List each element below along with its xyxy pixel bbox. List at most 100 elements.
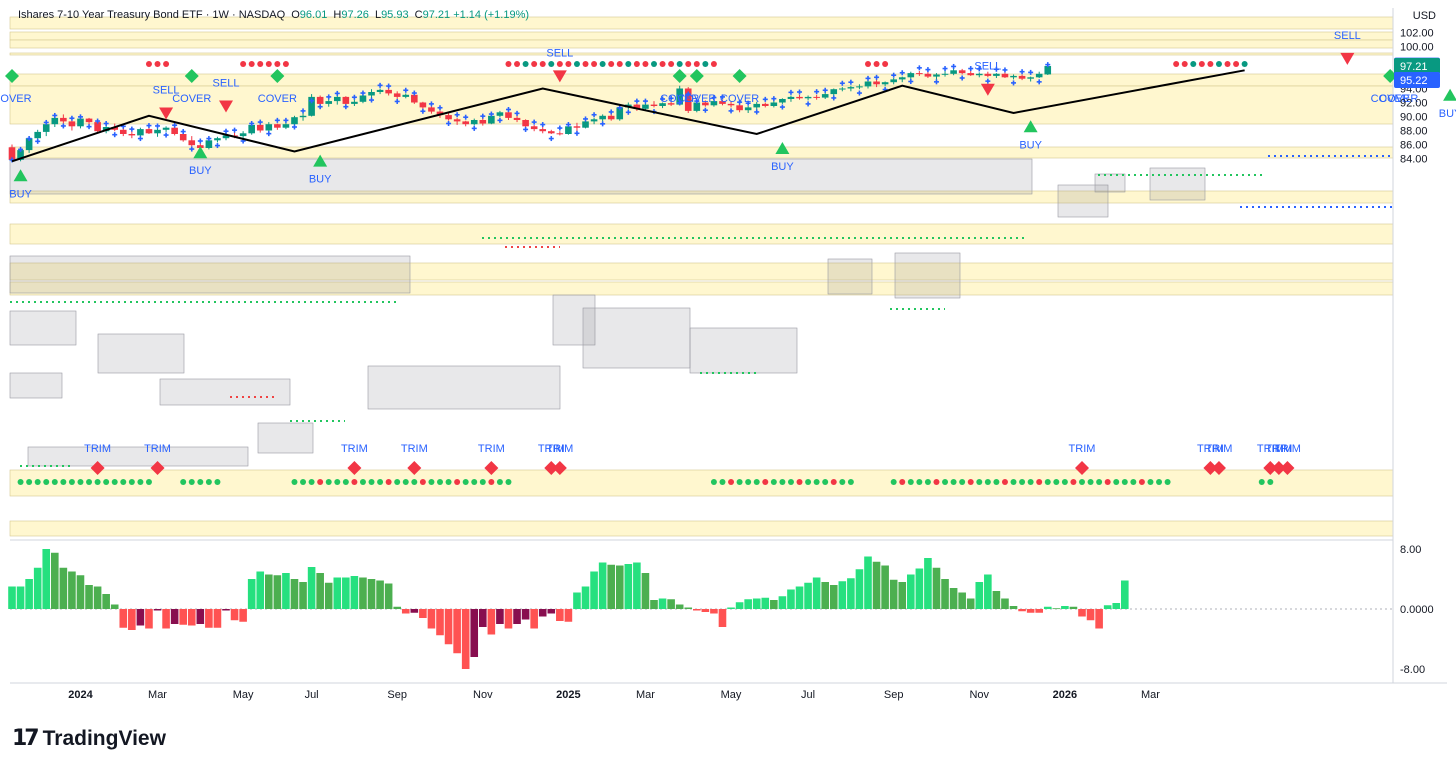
state-dot bbox=[1198, 61, 1205, 67]
oscillator-bar bbox=[530, 609, 538, 629]
candle bbox=[898, 76, 906, 83]
buy-label: BUY bbox=[1019, 139, 1042, 151]
oscillator-bar bbox=[598, 562, 607, 609]
state-dot bbox=[479, 479, 486, 485]
time-tick-label: 2026 bbox=[1053, 689, 1077, 701]
state-dot bbox=[651, 61, 657, 67]
trim-label: TRIM bbox=[1274, 443, 1301, 455]
trim-label: TRIM bbox=[1206, 443, 1233, 455]
oscillator-bar bbox=[915, 568, 924, 609]
stop-marker bbox=[1045, 62, 1051, 68]
state-dot bbox=[736, 479, 743, 485]
candle bbox=[1035, 71, 1043, 78]
candle bbox=[505, 111, 512, 120]
trim-marker-icon bbox=[90, 461, 105, 475]
stop-marker bbox=[677, 100, 683, 106]
oscillator-bar bbox=[1009, 606, 1018, 609]
state-dot bbox=[505, 61, 512, 67]
state-dot bbox=[1215, 61, 1222, 67]
cover-label: COVER bbox=[0, 93, 32, 105]
range-box bbox=[582, 307, 691, 369]
state-dot bbox=[120, 479, 127, 485]
state-dot bbox=[659, 61, 666, 67]
state-dot bbox=[514, 61, 521, 67]
oscillator-bar bbox=[573, 592, 581, 609]
stop-marker bbox=[360, 90, 366, 96]
state-dot bbox=[154, 61, 161, 67]
state-dot bbox=[899, 479, 906, 485]
state-dot bbox=[205, 479, 212, 485]
candle bbox=[351, 99, 358, 106]
stop-marker bbox=[694, 98, 700, 104]
oscillator-bar bbox=[658, 598, 667, 609]
stop-marker bbox=[728, 108, 734, 114]
logo-wordmark: TradingView bbox=[42, 726, 166, 750]
candle bbox=[710, 99, 718, 107]
price-tick-label: 102.00 bbox=[1400, 28, 1434, 40]
oscillator-bar bbox=[1018, 609, 1026, 612]
state-dot bbox=[1104, 479, 1111, 485]
stop-marker bbox=[155, 123, 161, 129]
zone-band bbox=[9, 31, 1394, 41]
oscillator-bar bbox=[25, 579, 33, 609]
oscillator-bar bbox=[907, 574, 915, 609]
state-dot bbox=[865, 61, 871, 67]
candle bbox=[496, 110, 504, 118]
oscillator-bar bbox=[16, 586, 25, 609]
time-tick-label: Nov bbox=[969, 689, 989, 701]
trim-marker-icon bbox=[1203, 461, 1218, 475]
state-dot bbox=[51, 479, 58, 485]
state-dot bbox=[1190, 61, 1197, 67]
tradingview-logo[interactable]: 17 TradingView bbox=[12, 726, 166, 751]
oscillator-bar bbox=[282, 573, 290, 609]
candle bbox=[1010, 74, 1017, 80]
trim-label: TRIM bbox=[1197, 443, 1224, 455]
candle bbox=[830, 88, 838, 96]
stop-marker bbox=[291, 124, 297, 130]
cover-label: COVER bbox=[1379, 93, 1418, 105]
stop-marker bbox=[197, 138, 203, 144]
zone-band bbox=[9, 223, 1394, 245]
oscillator-bar bbox=[590, 571, 598, 609]
oscillator-tick-label: -8.00 bbox=[1400, 664, 1425, 676]
stop-marker bbox=[814, 89, 820, 95]
oscillator-bar bbox=[889, 579, 898, 609]
range-box bbox=[159, 378, 291, 406]
currency-label[interactable]: USD bbox=[1412, 10, 1436, 22]
oscillator-bar bbox=[924, 558, 932, 609]
state-dot bbox=[745, 479, 752, 485]
trim-marker-icon bbox=[407, 461, 422, 475]
oscillator-bar bbox=[496, 609, 504, 624]
oscillator-bar bbox=[153, 609, 162, 611]
oscillator-bar bbox=[102, 594, 110, 609]
state-dot bbox=[308, 479, 315, 485]
stop-marker bbox=[35, 138, 41, 144]
stop-marker bbox=[428, 101, 434, 107]
candle bbox=[864, 80, 872, 89]
candle bbox=[719, 99, 726, 106]
candle bbox=[573, 122, 581, 132]
trim-marker-icon bbox=[1211, 461, 1226, 475]
state-dot bbox=[556, 61, 563, 67]
trim-label: TRIM bbox=[1265, 443, 1292, 455]
trim-label: TRIM bbox=[1069, 443, 1096, 455]
stop-marker bbox=[454, 112, 460, 118]
oscillator-bar bbox=[384, 583, 393, 609]
price-tick-label: 84.00 bbox=[1400, 154, 1428, 166]
candle bbox=[770, 100, 778, 108]
sell-label: SELL bbox=[153, 85, 180, 97]
oscillator-bar bbox=[675, 604, 684, 609]
oscillator-histogram bbox=[8, 549, 1129, 669]
trim-label: TRIM bbox=[1257, 443, 1284, 455]
stop-marker bbox=[223, 128, 229, 134]
stop-marker bbox=[968, 66, 974, 72]
state-dot bbox=[1036, 479, 1043, 485]
state-dot bbox=[1207, 61, 1214, 67]
sell-label: SELL bbox=[1334, 30, 1361, 42]
state-dot bbox=[274, 61, 281, 67]
oscillator-bar bbox=[624, 564, 633, 609]
candle bbox=[821, 92, 829, 99]
oscillator-bar bbox=[145, 609, 153, 629]
oscillator-bar bbox=[881, 565, 889, 609]
